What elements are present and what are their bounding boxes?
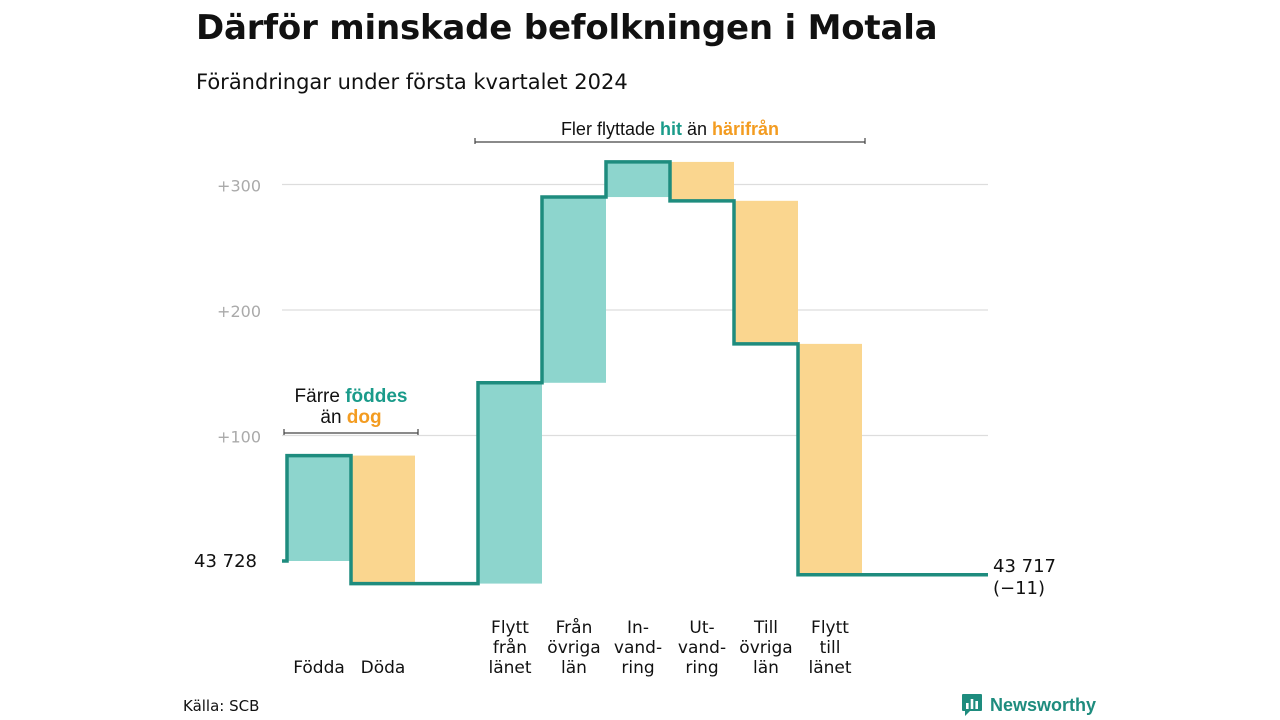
page-subtitle: Förändringar under första kvartalet 2024 bbox=[196, 70, 628, 94]
bar-decrease bbox=[351, 455, 415, 584]
category-label: län bbox=[753, 658, 779, 678]
page-title: Därför minskade befolkningen i Motala bbox=[196, 8, 938, 48]
category-label: länet bbox=[488, 658, 531, 678]
bar-decrease bbox=[798, 343, 862, 575]
category-label: län bbox=[561, 658, 587, 678]
brand-name: Newsworthy bbox=[990, 694, 1097, 715]
bar-chart-logo-icon bbox=[962, 694, 982, 716]
annotation-text: Färre föddes bbox=[295, 386, 408, 407]
category-label: ring bbox=[621, 658, 654, 678]
y-tick-label: +300 bbox=[217, 177, 261, 196]
brand-logo: Newsworthy bbox=[961, 693, 1096, 717]
end-change-label: (−11) bbox=[993, 578, 1045, 599]
annotation-text: Fler flyttade hit än härifrån bbox=[561, 119, 779, 139]
category-label: Födda bbox=[293, 658, 345, 678]
annotation-segment: härifrån bbox=[707, 119, 779, 139]
category-label: vand- bbox=[614, 638, 662, 658]
bar-increase bbox=[542, 197, 606, 383]
category-label: länet bbox=[808, 658, 851, 678]
annotation-segment: föddes bbox=[340, 386, 408, 407]
bar-decrease bbox=[670, 161, 734, 201]
category-label: övriga bbox=[547, 638, 600, 658]
category-label: Från bbox=[556, 617, 593, 638]
bar-increase bbox=[606, 161, 670, 198]
annotation-segment: dog bbox=[342, 407, 382, 428]
annotation-segment: hit bbox=[655, 119, 682, 139]
y-tick-label: +200 bbox=[217, 302, 261, 321]
category-label: vand- bbox=[678, 638, 726, 658]
y-tick-label: +100 bbox=[217, 428, 261, 447]
category-label: Flytt bbox=[491, 618, 529, 638]
annotation-text: än dog bbox=[320, 407, 381, 428]
bar-decrease bbox=[734, 200, 798, 344]
bar-increase bbox=[478, 382, 542, 584]
source-note: Källa: SCB bbox=[183, 697, 260, 715]
step-line bbox=[282, 160, 988, 586]
category-label: In- bbox=[627, 618, 649, 638]
start-value-label: 43 728 bbox=[194, 551, 257, 572]
annotation-segment: Färre bbox=[295, 386, 340, 407]
category-label: Till bbox=[753, 618, 778, 638]
category-label: Ut- bbox=[689, 618, 714, 638]
category-label: ring bbox=[685, 658, 718, 678]
end-value-label: 43 717 bbox=[993, 556, 1056, 577]
category-label: Döda bbox=[361, 658, 406, 678]
category-label: till bbox=[820, 638, 841, 658]
category-label: Flytt bbox=[811, 618, 849, 638]
annotation-segment: än bbox=[682, 119, 707, 139]
category-label: från bbox=[493, 637, 527, 658]
annotation-segment: Fler flyttade bbox=[561, 119, 655, 139]
annotation-segment: än bbox=[320, 407, 341, 428]
bar-increase bbox=[287, 455, 351, 561]
category-label: övriga bbox=[739, 638, 792, 658]
